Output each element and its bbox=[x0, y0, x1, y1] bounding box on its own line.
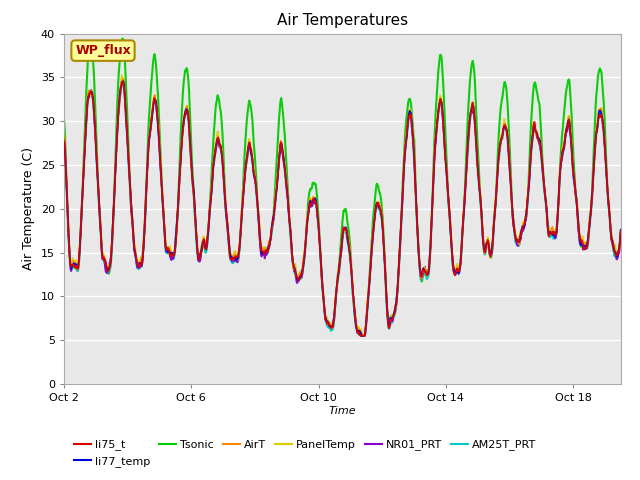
X-axis label: Time: Time bbox=[328, 406, 356, 416]
Title: Air Temperatures: Air Temperatures bbox=[277, 13, 408, 28]
Y-axis label: Air Temperature (C): Air Temperature (C) bbox=[22, 147, 35, 270]
Legend: li75_t, li77_temp, Tsonic, AirT, PanelTemp, NR01_PRT, AM25T_PRT: li75_t, li77_temp, Tsonic, AirT, PanelTe… bbox=[70, 435, 541, 471]
Text: WP_flux: WP_flux bbox=[75, 44, 131, 57]
